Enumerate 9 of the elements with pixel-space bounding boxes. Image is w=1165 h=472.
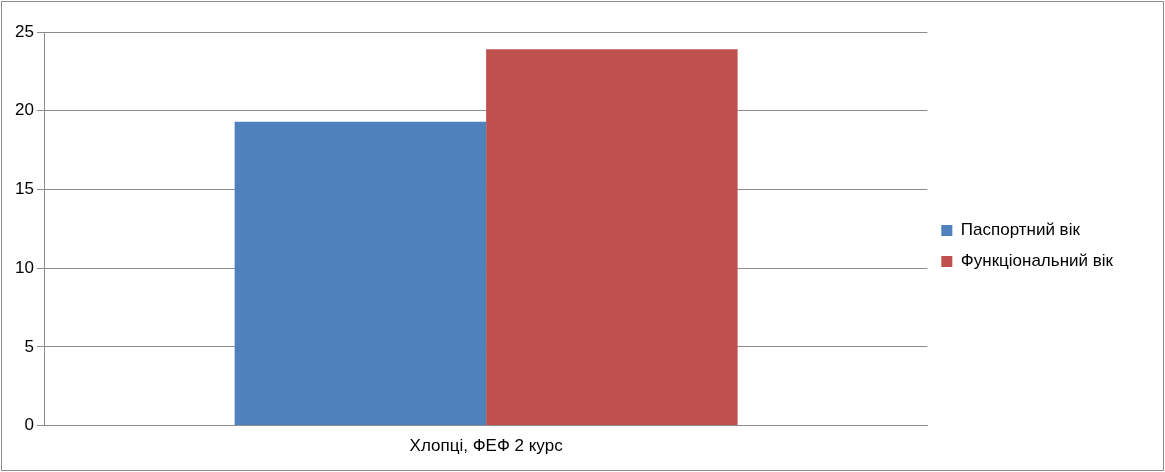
legend-label: Функціональний вік: [960, 251, 1114, 271]
x-tick-label: Хлопці, ФЕФ 2 курс: [409, 436, 564, 456]
y-tick-label: 20: [14, 100, 34, 120]
legend-label: Паспортний вік: [960, 220, 1081, 240]
y-tick-label: 25: [14, 21, 34, 41]
y-tick-label: 10: [14, 257, 34, 277]
y-tick-label: 5: [24, 336, 34, 356]
y-tick-label: 0: [24, 415, 34, 435]
y-tick-label: 15: [14, 179, 34, 199]
